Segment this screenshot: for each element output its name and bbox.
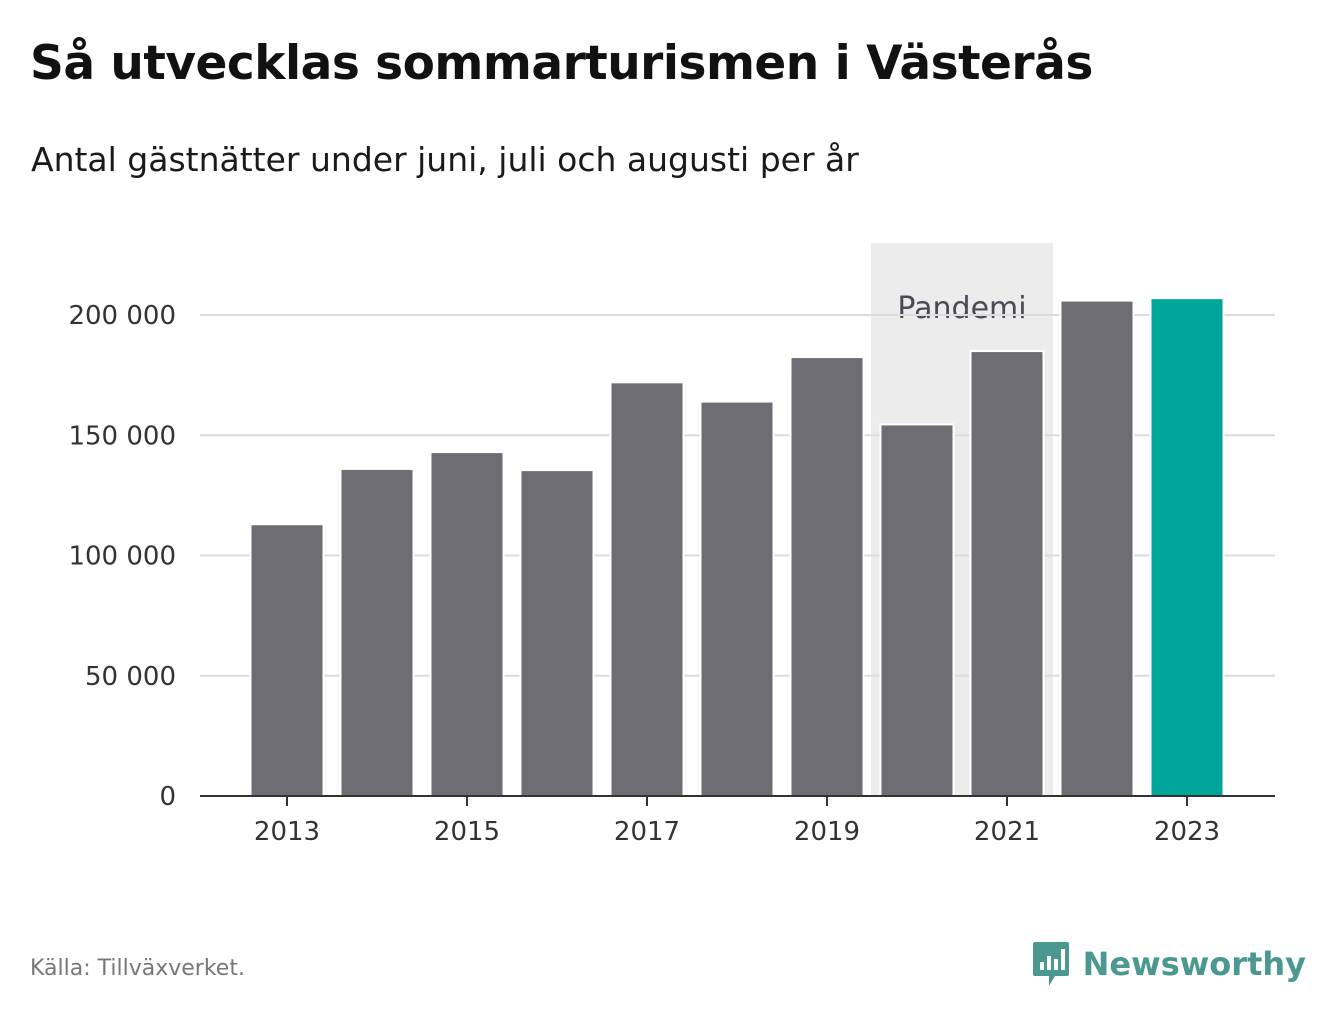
bar-2017 xyxy=(609,381,685,797)
x-tick-label: 2021 xyxy=(974,817,1040,847)
chart-subtitle: Antal gästnätter under juni, juli och au… xyxy=(31,140,859,179)
bar-2013 xyxy=(249,523,325,797)
bar-2022 xyxy=(1059,299,1135,797)
x-tick-label: 2017 xyxy=(614,817,680,847)
brand-name: Newsworthy xyxy=(1082,945,1306,983)
y-tick-label: 100 000 xyxy=(68,542,176,572)
bar-2019 xyxy=(789,356,865,797)
bar-2021 xyxy=(969,350,1045,797)
y-tick-label: 200 000 xyxy=(68,301,176,331)
x-tick-label: 2023 xyxy=(1154,817,1220,847)
bar-2020 xyxy=(879,423,955,797)
x-tick-label: 2015 xyxy=(434,817,500,847)
x-tick-label: 2013 xyxy=(254,817,320,847)
source-note: Källa: Tillväxverket. xyxy=(30,956,245,981)
y-tick-label: 0 xyxy=(159,782,176,812)
bar-2023 xyxy=(1149,297,1225,797)
bars xyxy=(249,297,1225,797)
brand[interactable]: Newsworthy xyxy=(1031,940,1306,988)
bar-2014 xyxy=(339,467,415,797)
chart-title: Så utvecklas sommarturismen i Västerås xyxy=(30,36,1093,91)
newsworthy-logo-icon xyxy=(1032,942,1069,986)
y-tick-label: 50 000 xyxy=(85,662,176,692)
pandemic-label: Pandemi xyxy=(897,291,1026,326)
bar-2018 xyxy=(699,400,775,797)
y-tick-label: 150 000 xyxy=(68,421,176,451)
bar-2015 xyxy=(429,451,505,797)
bar-2016 xyxy=(519,469,595,797)
x-tick-label: 2019 xyxy=(794,817,860,847)
axes: 0 50 000 100 000 150 000 200 000 2013 2015 2017… xyxy=(68,301,1275,847)
